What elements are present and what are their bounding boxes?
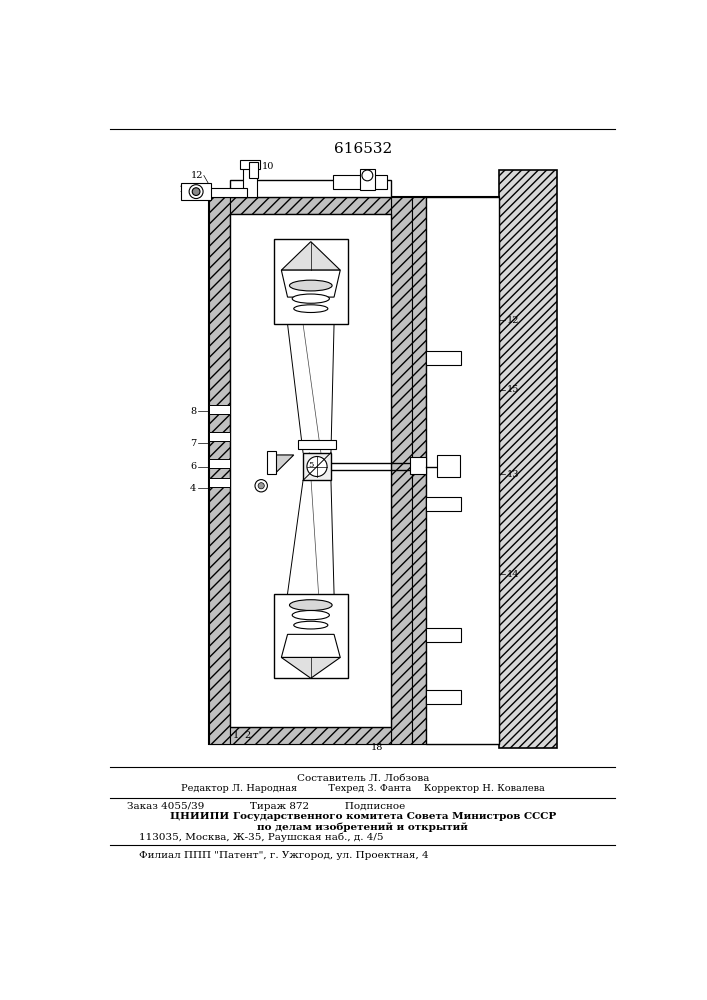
Text: 11: 11 [179, 185, 192, 194]
Text: 113035, Москва, Ж-35, Раушская наб., д. 4/5: 113035, Москва, Ж-35, Раушская наб., д. … [139, 832, 383, 842]
Text: 9: 9 [250, 162, 256, 171]
Bar [426, 690, 461, 704]
Bar [303, 453, 331, 480]
Bar [249, 162, 258, 178]
Bar [230, 180, 391, 197]
Bar [274, 594, 348, 678]
Bar [267, 451, 276, 474]
Polygon shape [274, 455, 293, 474]
Bar [230, 197, 391, 214]
Text: 6: 6 [190, 462, 196, 471]
Polygon shape [281, 634, 340, 657]
Text: Заказ 4055/39              Тираж 872           Подписное: Заказ 4055/39 Тираж 872 Подписное [127, 802, 405, 811]
Bar [499, 170, 557, 748]
Bar [410, 457, 426, 474]
Text: Редактор Л. Народная          Техред 3. Фанта    Корректор Н. Ковалева: Редактор Л. Народная Техред 3. Фанта Кор… [181, 784, 544, 793]
Ellipse shape [289, 280, 332, 291]
Bar [240, 160, 260, 169]
Text: 1: 1 [233, 732, 239, 740]
Text: 8: 8 [190, 407, 196, 416]
Polygon shape [281, 657, 340, 678]
Circle shape [307, 456, 327, 477]
Ellipse shape [289, 600, 332, 610]
Circle shape [255, 480, 267, 492]
Text: 12: 12 [191, 171, 203, 180]
Bar [298, 440, 337, 449]
Polygon shape [281, 242, 340, 270]
Bar [209, 197, 230, 744]
Circle shape [362, 170, 373, 181]
Bar [437, 455, 460, 477]
Polygon shape [281, 270, 340, 297]
Bar [426, 351, 461, 365]
Circle shape [192, 188, 200, 195]
Text: 5: 5 [308, 461, 313, 469]
Bar [243, 165, 257, 197]
Text: Филиал ППП "Патент", г. Ужгород, ул. Проектная, 4: Филиал ППП "Патент", г. Ужгород, ул. Про… [139, 851, 428, 860]
Bar [412, 197, 426, 744]
Bar [209, 432, 230, 441]
Bar [391, 197, 412, 744]
Ellipse shape [293, 305, 328, 312]
Bar [274, 239, 348, 324]
Text: 2: 2 [244, 732, 250, 740]
Bar [209, 405, 230, 414]
Ellipse shape [293, 621, 328, 629]
Ellipse shape [292, 294, 329, 303]
Text: 4: 4 [190, 484, 196, 493]
Text: Составитель Л. Лобзова: Составитель Л. Лобзова [296, 774, 429, 783]
Text: 18: 18 [370, 743, 383, 752]
Text: 15: 15 [507, 385, 519, 394]
Bar [230, 214, 391, 727]
Bar [209, 478, 230, 487]
Bar [182, 183, 211, 200]
Bar [360, 169, 375, 190]
Text: по делам изобретений и открытий: по делам изобретений и открытий [257, 822, 468, 832]
Text: 10: 10 [262, 162, 274, 171]
Bar [209, 197, 499, 744]
Bar [230, 727, 391, 744]
Bar [426, 197, 499, 744]
Text: 3: 3 [445, 466, 451, 475]
Text: 7: 7 [190, 439, 196, 448]
Text: 12: 12 [507, 316, 520, 325]
Circle shape [189, 185, 203, 199]
Bar [209, 459, 230, 468]
Ellipse shape [292, 610, 329, 620]
Text: 14: 14 [507, 570, 520, 579]
Circle shape [258, 483, 264, 489]
Text: ЦНИИПИ Государственного комитета Совета Министров СССР: ЦНИИПИ Государственного комитета Совета … [170, 812, 556, 821]
Bar [426, 628, 461, 642]
Text: 616532: 616532 [334, 142, 392, 156]
Bar [426, 497, 461, 511]
Text: 13: 13 [507, 470, 520, 479]
Bar [332, 175, 387, 189]
Bar [209, 188, 247, 197]
